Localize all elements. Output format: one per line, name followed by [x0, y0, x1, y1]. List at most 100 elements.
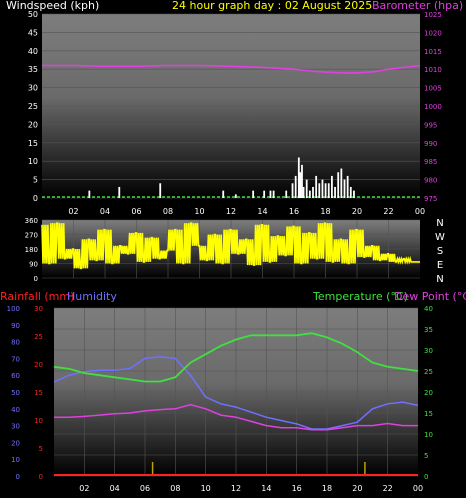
direction-line [41, 222, 420, 270]
wind-bar [302, 186, 305, 198]
wind-bar [301, 164, 303, 198]
compass-label: S [437, 246, 443, 257]
wind-bar [331, 175, 333, 198]
baro-tick-label: 975 [424, 195, 437, 203]
dir-tick-label: 90 [29, 261, 38, 269]
humidity-tick-label: 50 [11, 389, 20, 397]
rain-markers [151, 462, 366, 476]
dir-tick-label: 360 [25, 217, 38, 225]
compass-label: E [437, 260, 443, 271]
wind-tick-label: 20 [28, 120, 38, 129]
humidity-tick-label: 100 [7, 305, 20, 313]
wind-bar [346, 175, 349, 198]
baro-tick-label: 1025 [424, 11, 442, 19]
temp-tick-label: 35 [424, 326, 433, 334]
dir-tick-label: 180 [25, 246, 38, 254]
wind-bar [285, 190, 288, 198]
temp-tick-label: 15 [424, 410, 433, 418]
baro-tick-label: 1005 [424, 85, 442, 93]
wind-x-tick-label: 06 [131, 207, 141, 216]
temp-x-tick-label: 04 [110, 484, 120, 493]
wind-bar [234, 194, 237, 198]
wind-x-tick-label: 10 [194, 207, 204, 216]
temp-x-tick-label: 16 [292, 484, 302, 493]
wind-tick-label: 15 [28, 139, 38, 148]
temp-tick-label: 10 [424, 431, 433, 439]
temp-x-tick-label: 00 [413, 484, 423, 493]
humidity-tick-label: 80 [11, 339, 20, 347]
rain-tick-label: 5 [39, 445, 43, 453]
humidity-tick-label: 10 [11, 456, 20, 464]
temp-y-axis: 0 5 10 15 20 25 30 35 40 [424, 305, 433, 481]
baro-tick-label: 980 [424, 177, 437, 185]
temp-x-tick-label: 06 [140, 484, 150, 493]
baro-tick-label: 1010 [424, 66, 442, 74]
temperature-line [53, 332, 419, 383]
wind-tick-label: 10 [28, 157, 38, 166]
chart-title: 24 hour graph day : 02 August 2025 [172, 0, 372, 12]
wind-bar [308, 190, 311, 198]
temp-x-tick-label: 10 [201, 484, 211, 493]
wind-x-tick-label: 16 [289, 207, 299, 216]
baro-y-axis: 975 980 985 990 995 1000 1005 1010 1015 1020 1025 [424, 11, 442, 203]
wind-tick-label: 0 [33, 194, 38, 203]
wind-x-tick-label: 04 [100, 207, 110, 216]
wind-x-tick-label: 00 [415, 207, 425, 216]
rain-axis-label: Rainfall (mm) [0, 290, 74, 303]
temp-x-tick-label: 22 [383, 484, 393, 493]
dewpoint-line [54, 403, 418, 431]
direction-y-axis: 0 90 180 270 360 [25, 217, 38, 283]
wind-bar [159, 183, 162, 198]
wind-bar [340, 168, 343, 198]
temp-tick-label: 30 [424, 347, 433, 355]
wind-bar [334, 186, 336, 198]
humidity-y-axis: 0 10 20 30 40 50 60 70 80 90 100 [7, 305, 20, 481]
wind-tick-label: 30 [28, 84, 38, 93]
barometer-line [42, 64, 421, 74]
wind-bar [312, 186, 314, 198]
wind-x-tick-label: 12 [226, 207, 236, 216]
temp-tick-label: 20 [424, 389, 433, 397]
temp-x-tick-label: 14 [261, 484, 271, 493]
wind-x-tick-label: 02 [68, 207, 78, 216]
humidity-tick-label: 40 [11, 406, 20, 414]
rain-tick-label: 0 [39, 473, 43, 481]
wind-bar [343, 179, 346, 198]
wind-bar [321, 179, 324, 198]
temp-tick-label: 40 [424, 305, 433, 313]
wind-bar [291, 183, 294, 198]
temp-tick-label: 5 [424, 452, 428, 460]
wind-bars [88, 157, 355, 198]
baro-axis-label: Barometer (hpa) [372, 0, 463, 12]
wind-x-axis: 02 04 06 08 10 12 14 16 18 20 22 00 [68, 207, 425, 216]
temp-x-tick-label: 02 [79, 484, 89, 493]
wind-bar [297, 157, 300, 198]
wind-tick-label: 45 [28, 28, 38, 37]
wind-bar [318, 183, 321, 198]
rain-tick-label: 10 [34, 417, 43, 425]
humidity-tick-label: 70 [11, 355, 20, 363]
rain-tick-label: 30 [34, 305, 43, 313]
compass-label: N [436, 218, 443, 229]
wind-baro-grid [42, 13, 420, 199]
wind-tick-label: 25 [28, 102, 38, 111]
wind-bar [252, 190, 255, 198]
wind-bar [324, 183, 327, 198]
wind-x-tick-label: 18 [320, 207, 330, 216]
temp-x-tick-label: 18 [322, 484, 332, 493]
temperature-axis-label: Temperature (°C) [312, 290, 408, 303]
wind-bar [269, 190, 272, 198]
wind-bar [118, 186, 121, 198]
baro-tick-label: 1020 [424, 29, 442, 37]
wind-bar [349, 186, 352, 198]
temp-tick-label: 25 [424, 368, 433, 376]
wind-axis-label: Windspeed (kph) [6, 0, 99, 12]
wind-y-axis: 0 5 10 15 20 25 30 35 40 45 50 [28, 10, 38, 203]
wind-bar [305, 179, 308, 198]
dewpoint-axis-label: Dew Point (°C) [394, 290, 466, 303]
humidity-tick-label: 90 [11, 322, 20, 330]
dir-tick-label: 0 [34, 275, 38, 283]
wind-x-tick-label: 08 [163, 207, 173, 216]
